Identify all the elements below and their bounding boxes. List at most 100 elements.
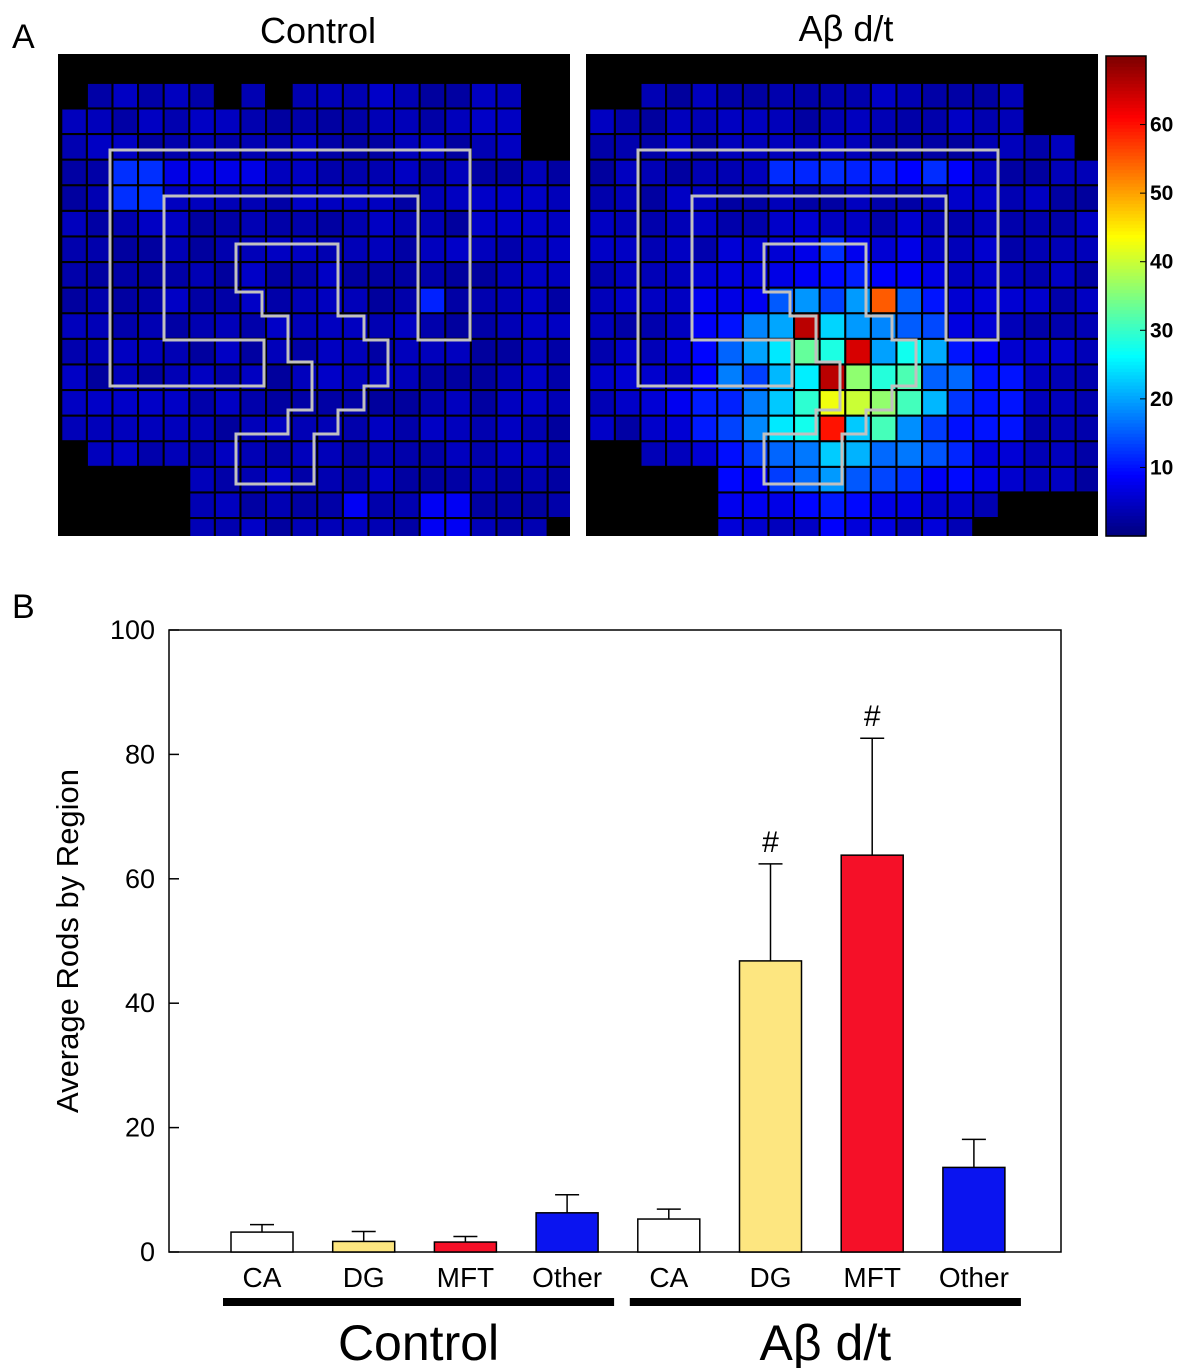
heatmap-cell bbox=[112, 185, 138, 211]
heatmap-cell bbox=[240, 211, 266, 237]
heatmap-cell bbox=[189, 185, 215, 211]
heatmap-cell bbox=[394, 185, 420, 211]
heatmap-cell bbox=[138, 339, 164, 365]
heatmap-cell bbox=[394, 441, 420, 467]
heatmap-cell bbox=[640, 288, 666, 313]
heatmap-cell bbox=[522, 262, 548, 288]
heatmap-cell bbox=[138, 83, 164, 109]
heatmap-cell bbox=[445, 467, 471, 493]
heatmap-cell bbox=[496, 364, 522, 390]
heatmap-cell bbox=[871, 185, 897, 211]
y-axis-label: Average Rods by Region bbox=[50, 769, 85, 1113]
colorbar-tick-label: 50 bbox=[1150, 182, 1173, 205]
heatmap-cell bbox=[471, 441, 497, 467]
heatmap-cell bbox=[922, 390, 948, 416]
heatmap-cell bbox=[845, 160, 871, 185]
heatmap-cell bbox=[471, 83, 497, 109]
heatmap-cell bbox=[420, 416, 445, 441]
heatmap-cell bbox=[768, 134, 794, 160]
heatmap-cell bbox=[112, 288, 138, 313]
heatmap-cell bbox=[692, 236, 717, 262]
heatmap-cell bbox=[445, 416, 471, 441]
category-label: MFT bbox=[843, 1262, 901, 1293]
heatmap-cell bbox=[820, 467, 845, 493]
heatmap-cell bbox=[615, 416, 641, 441]
heatmap-cell bbox=[471, 236, 497, 262]
heatmap-cell bbox=[717, 160, 743, 185]
heatmap-cell bbox=[820, 134, 845, 160]
group-bracket-line bbox=[629, 1298, 1021, 1306]
heatmap-cell bbox=[112, 134, 138, 160]
heatmap-cell bbox=[589, 390, 615, 416]
heatmap-cell bbox=[845, 185, 871, 211]
heatmap-cell bbox=[973, 390, 999, 416]
heatmap-cell bbox=[522, 288, 548, 313]
heatmap-cell bbox=[368, 211, 394, 237]
bar bbox=[840, 854, 904, 1253]
control-map-title: Control bbox=[259, 10, 377, 51]
heatmap-cell bbox=[640, 134, 666, 160]
heatmap-cell bbox=[768, 492, 794, 518]
heatmap-cell bbox=[768, 467, 794, 493]
colorbar-tick-label: 60 bbox=[1150, 114, 1173, 137]
heatmap-cell bbox=[189, 416, 215, 441]
heatmap-cell bbox=[717, 518, 743, 536]
heatmap-cell bbox=[189, 236, 215, 262]
heatmap-cell bbox=[548, 492, 570, 518]
heatmap-cell bbox=[368, 390, 394, 416]
colorbar-tick-label: 40 bbox=[1150, 251, 1173, 274]
heatmap-cell bbox=[215, 211, 241, 237]
heatmap-cell bbox=[717, 339, 743, 365]
heatmap-cell bbox=[343, 108, 369, 134]
heatmap-cell bbox=[794, 108, 820, 134]
heatmap-cell bbox=[973, 313, 999, 339]
heatmap-cell bbox=[343, 211, 369, 237]
heatmap-cell bbox=[1024, 288, 1050, 313]
heatmap-cell bbox=[240, 339, 266, 365]
heatmap-cell bbox=[717, 288, 743, 313]
heatmap-cell bbox=[1024, 416, 1050, 441]
heatmap-cell bbox=[522, 339, 548, 365]
heatmap-cell bbox=[922, 492, 948, 518]
heatmap-cell bbox=[496, 160, 522, 185]
heatmap-cell bbox=[292, 211, 317, 237]
heatmap-cell bbox=[845, 134, 871, 160]
heatmap-cell bbox=[317, 313, 343, 339]
heatmap-cell bbox=[692, 288, 717, 313]
heatmap-cell bbox=[615, 134, 641, 160]
heatmap-cell bbox=[420, 83, 445, 109]
heatmap-cell bbox=[394, 416, 420, 441]
panel-a-letter: A bbox=[12, 18, 35, 56]
heatmap-cell bbox=[717, 185, 743, 211]
heatmap-cell bbox=[61, 288, 87, 313]
heatmap-cell bbox=[871, 518, 897, 536]
heatmap-cell bbox=[768, 262, 794, 288]
heatmap-cell bbox=[189, 288, 215, 313]
heatmap-cell bbox=[112, 160, 138, 185]
heatmap-cell bbox=[471, 134, 497, 160]
heatmap-cell bbox=[1024, 211, 1050, 237]
heatmap-cell bbox=[394, 518, 420, 536]
heatmap-cell bbox=[1076, 185, 1098, 211]
heatmap-cell bbox=[317, 211, 343, 237]
bar bbox=[738, 960, 803, 1253]
heatmap-cell bbox=[61, 390, 87, 416]
heatmap-cell bbox=[548, 262, 570, 288]
heatmap-cell bbox=[292, 339, 317, 365]
heatmap-cell bbox=[368, 185, 394, 211]
heatmap-cell bbox=[922, 262, 948, 288]
heatmap-cell bbox=[948, 313, 973, 339]
heatmap-cell bbox=[743, 185, 769, 211]
heatmap-cell bbox=[948, 416, 973, 441]
heatmap-cell bbox=[445, 134, 471, 160]
heatmap-cell bbox=[343, 518, 369, 536]
heatmap-cell bbox=[292, 492, 317, 518]
heatmap-cell bbox=[973, 467, 999, 493]
heatmap-cell bbox=[445, 185, 471, 211]
heatmap-cell bbox=[999, 83, 1025, 109]
heatmap-cell bbox=[548, 441, 570, 467]
heatmap-cell bbox=[266, 236, 292, 262]
heatmap-cell bbox=[743, 160, 769, 185]
heatmap-cell bbox=[896, 390, 922, 416]
heatmap-cell bbox=[896, 518, 922, 536]
